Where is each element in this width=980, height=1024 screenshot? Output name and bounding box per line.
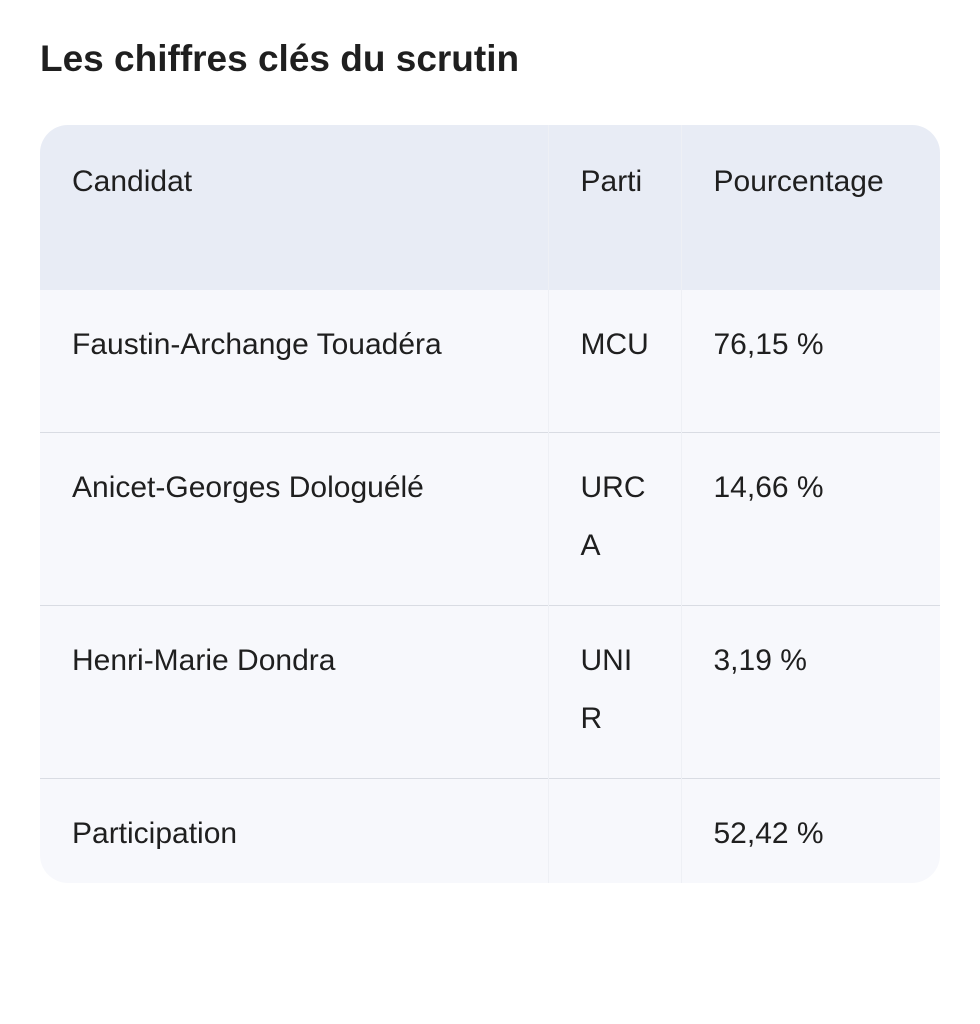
table-row-participation: Participation 52,42 % [40, 778, 940, 883]
cell-parti [547, 778, 681, 883]
section-title: Les chiffres clés du scrutin [40, 38, 520, 79]
table-row: Faustin-Archange Touadéra MCU 76,15 % [40, 290, 940, 433]
cell-parti: UNIR [547, 605, 681, 779]
cell-pourcentage: 76,15 % [680, 290, 940, 433]
table-row: Anicet-Georges Dologuélé URCA 14,66 % [40, 432, 940, 606]
cell-candidat: Faustin-Archange Touadéra [72, 328, 442, 361]
cell-parti: MCU [547, 290, 681, 433]
table-header-row: Candidat Parti Pourcentage [40, 125, 940, 290]
cell-pourcentage: 52,42 % [680, 778, 940, 883]
cell-candidat: Anicet-Georges Dologuélé [40, 432, 548, 606]
cell-pourcentage: 3,19 % [680, 605, 940, 779]
header-parti: Parti [547, 125, 681, 290]
cell-candidat: Henri-Marie Dondra [40, 605, 548, 779]
cell-candidat: Participation [40, 778, 548, 883]
header-pourcentage: Pourcentage [680, 125, 940, 290]
results-table: Candidat Parti Pourcentage Faustin-Archa… [40, 125, 940, 883]
cell-pourcentage: 14,66 % [680, 432, 940, 606]
cell-parti: URCA [547, 432, 681, 606]
table-row: Henri-Marie Dondra UNIR 3,19 % [40, 605, 940, 779]
header-candidat: Candidat [40, 125, 548, 290]
